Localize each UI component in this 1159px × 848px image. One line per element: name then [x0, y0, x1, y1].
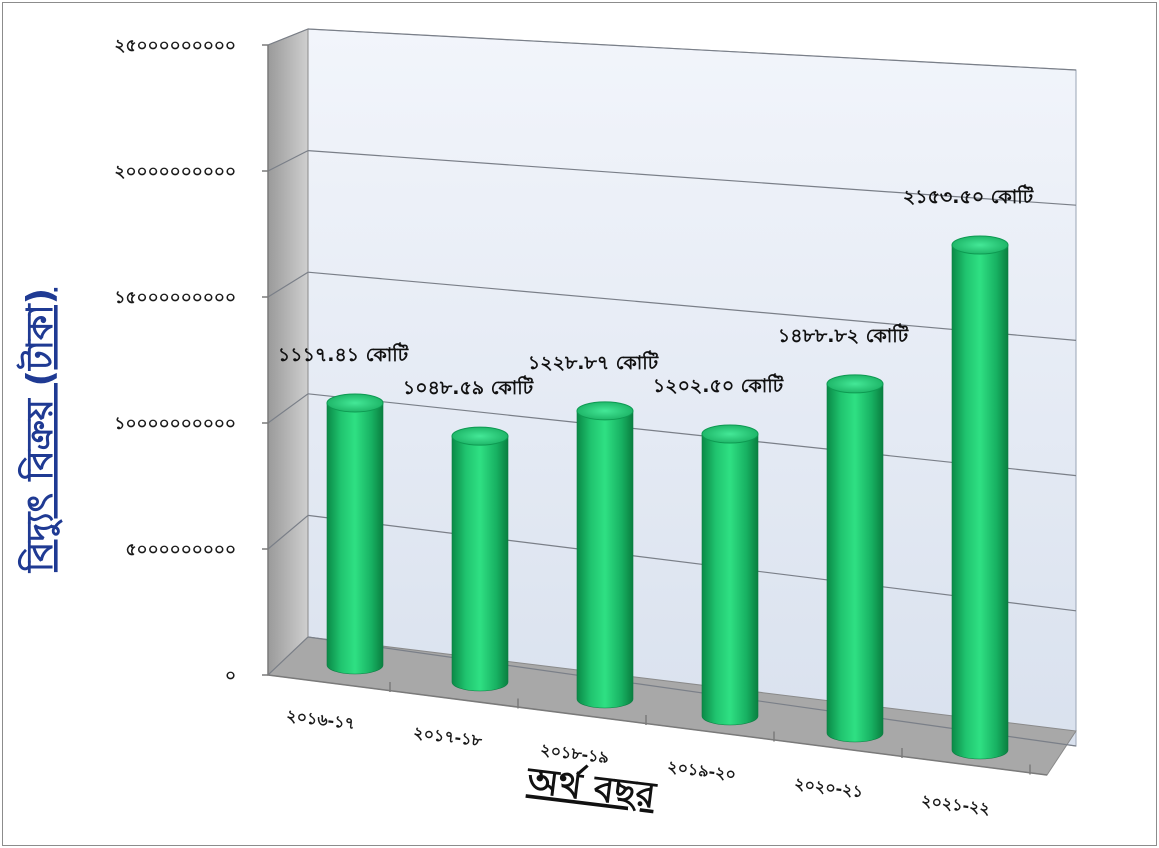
- bar-body: [576, 410, 634, 709]
- gridline: [307, 393, 1077, 477]
- bar: [326, 393, 384, 675]
- bar-body: [451, 435, 509, 692]
- y-tick-label: ৫০০০০০০০০০: [125, 540, 236, 560]
- data-label: ১১১৭.৪১ কোটি: [278, 342, 409, 366]
- data-labels: ১১১৭.৪১ কোটি ১০৪৮.৫৯ কোটি১২২৮.৮৭ কোটি১২০২…: [278, 184, 1034, 399]
- gridline: [307, 150, 1077, 206]
- y-tick-label: ২০০০০০০০০০০: [114, 162, 236, 182]
- x-tick-label: ২০১৭-১৮: [412, 723, 483, 750]
- bars: [326, 235, 1009, 760]
- bar: [826, 374, 884, 743]
- bar-cap: [826, 374, 884, 394]
- data-label: ২১৫৩.৫০ কোটি: [903, 184, 1034, 208]
- side-gridline: [267, 28, 309, 46]
- side-gridline: [267, 514, 309, 550]
- side-gridline: [267, 150, 309, 172]
- gridlines: [267, 28, 1077, 747]
- gridline: [307, 271, 1077, 341]
- y-tick-label: ১০০০০০০০০০০: [114, 414, 236, 434]
- bar: [451, 426, 509, 692]
- y-tick-label: ০: [225, 666, 236, 686]
- data-label: ১২২৮.৮৭ কোটি: [528, 350, 659, 374]
- x-tick-label: ২০১৯-২০: [666, 757, 737, 784]
- y-axis-title: বিদ্যুৎ বিক্রয় (টাকা): [16, 288, 63, 574]
- bar-cap: [451, 426, 509, 446]
- y-tick-labels: ০ ৫০০০০০০০০০ ১০০০০০০০০০০ ১৫০০০০০০০০০ ২০০০০০০…: [114, 36, 268, 686]
- gridline: [307, 514, 1077, 612]
- bar-cap: [576, 401, 634, 421]
- data-label: ১০৪৮.৫৯ কোটি: [403, 375, 534, 399]
- data-label: ১৪৮৮.৮২ কোটি: [778, 323, 909, 347]
- side-gridline: [267, 393, 309, 424]
- gridline: [307, 28, 1077, 71]
- y-tick-label: ২৫০০০০০০০০০: [114, 36, 236, 56]
- bar-body: [826, 383, 884, 743]
- bar-body: [951, 244, 1009, 760]
- y-axis: [267, 45, 1048, 776]
- bar-cap: [951, 235, 1009, 255]
- x-tick-label: ২০২০-২১: [793, 774, 864, 801]
- data-label: ১২০২.৫০ কোটি: [653, 373, 784, 397]
- bar-body: [701, 433, 759, 726]
- side-gridline: [267, 636, 309, 676]
- bar-body: [326, 402, 384, 675]
- x-tick-label: ২০২১-২২: [920, 791, 991, 818]
- y-tick-label: ১৫০০০০০০০০০: [114, 288, 236, 308]
- side-gridline: [267, 271, 309, 298]
- x-tick-label: ২০১৬-১৭: [285, 706, 356, 733]
- gridline: [307, 636, 1077, 747]
- x-axis-title: অর্থ বছর: [523, 757, 659, 817]
- bar: [951, 235, 1009, 760]
- bar-cap: [326, 393, 384, 413]
- bar-cap: [701, 424, 759, 444]
- bar: [576, 401, 634, 709]
- bar: [701, 424, 759, 726]
